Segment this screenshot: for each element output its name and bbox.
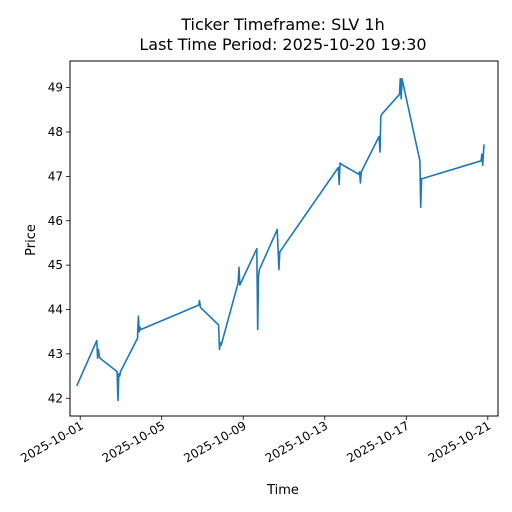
x-axis-label: Time [266, 483, 299, 498]
chart-title: Ticker Timeframe: SLV 1h [180, 15, 384, 34]
y-tick-label: 46 [48, 214, 63, 228]
y-tick-label: 43 [48, 347, 63, 361]
y-tick-label: 47 [48, 169, 63, 183]
plot-area-frame [69, 60, 499, 417]
y-tick-label: 49 [48, 81, 63, 95]
y-tick-label: 45 [48, 258, 63, 272]
y-axis-label: Price [24, 224, 39, 256]
y-tick-label: 48 [48, 125, 63, 139]
y-axis: 42 43 44 45 46 47 48 49 [48, 81, 70, 405]
y-tick-label: 44 [48, 303, 63, 317]
series-layer [76, 77, 485, 402]
chart-subtitle: Last Time Period: 2025-10-20 19:30 [139, 35, 426, 54]
price-series-line [76, 77, 485, 402]
y-tick-label: 42 [48, 391, 63, 405]
